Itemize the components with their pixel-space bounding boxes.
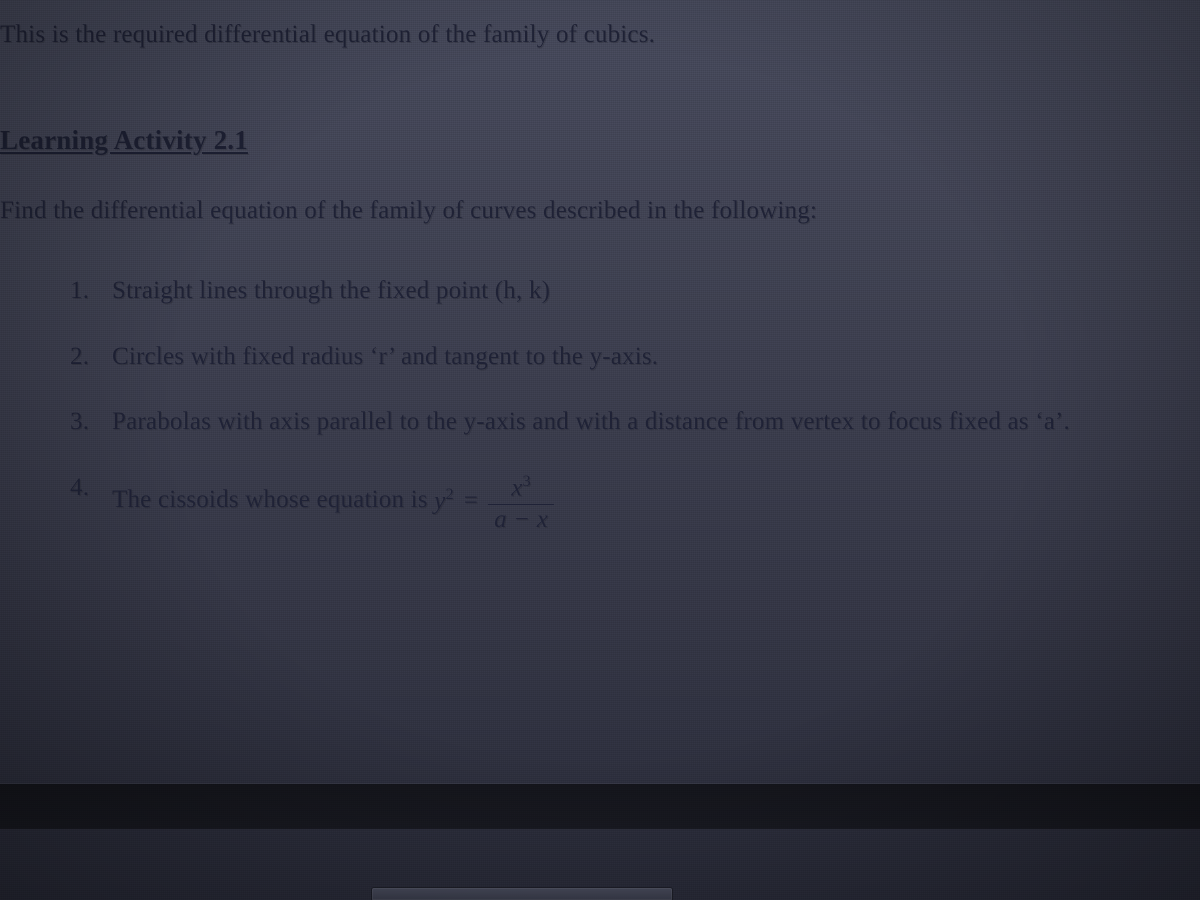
list-item: 1. Straight lines through the fixed poin… bbox=[70, 258, 1160, 324]
items-list: 1. Straight lines through the fixed poin… bbox=[0, 228, 1200, 548]
activity-heading: Learning Activity 2.1 bbox=[0, 52, 1200, 158]
item-number: 1. bbox=[70, 274, 98, 308]
numerator-base: x bbox=[511, 475, 522, 502]
list-item: 4. The cissoids whose equation is y2 = x… bbox=[70, 455, 1160, 547]
numerator-exponent: 3 bbox=[523, 472, 531, 490]
fraction-numerator: x3 bbox=[505, 473, 537, 504]
instruction-text: Find the differential equation of the fa… bbox=[0, 158, 1200, 228]
fraction-denominator: a − x bbox=[488, 505, 554, 533]
list-item: 2. Circles with fixed radius ‘r’ and tan… bbox=[70, 324, 1160, 390]
equals-sign: = bbox=[464, 484, 478, 518]
equation: y2 = x3 a − x bbox=[434, 471, 554, 531]
equation-lhs: y2 bbox=[434, 484, 454, 518]
page: This is the required differential equati… bbox=[0, 0, 1200, 900]
item-number: 4. bbox=[70, 471, 98, 505]
item-text: Circles with fixed radius ‘r’ and tangen… bbox=[112, 340, 1140, 374]
item-text: Parabolas with axis parallel to the y-ax… bbox=[112, 405, 1140, 439]
list-item: 3. Parabolas with axis parallel to the y… bbox=[70, 389, 1160, 455]
bottom-progress-stub bbox=[372, 888, 672, 900]
item-text: The cissoids whose equation is y2 = x3 a… bbox=[112, 471, 1140, 531]
intro-text: This is the required differential equati… bbox=[0, 0, 1200, 52]
item-number: 3. bbox=[70, 405, 98, 439]
item-text: Straight lines through the fixed point (… bbox=[112, 274, 1140, 308]
item-text-prefix: The cissoids whose equation is bbox=[112, 486, 434, 513]
bottom-dark-strip bbox=[0, 784, 1200, 828]
item-number: 2. bbox=[70, 340, 98, 374]
lhs-base: y bbox=[434, 488, 445, 515]
fraction: x3 a − x bbox=[488, 473, 554, 533]
lhs-exponent: 2 bbox=[445, 485, 453, 503]
